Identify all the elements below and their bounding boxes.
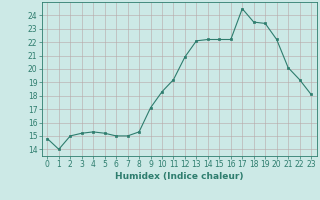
X-axis label: Humidex (Indice chaleur): Humidex (Indice chaleur)	[115, 172, 244, 181]
